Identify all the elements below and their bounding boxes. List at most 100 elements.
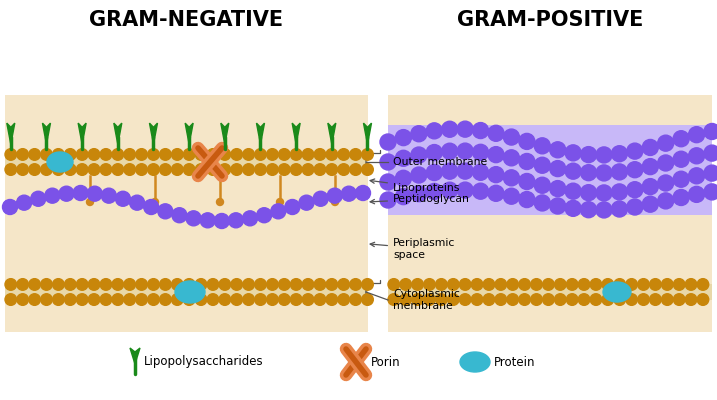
Circle shape (534, 157, 550, 173)
Circle shape (457, 163, 473, 179)
Circle shape (581, 202, 597, 218)
Circle shape (566, 294, 578, 305)
Circle shape (657, 155, 674, 171)
Circle shape (495, 294, 507, 305)
Polygon shape (11, 123, 15, 144)
Circle shape (519, 279, 531, 290)
Polygon shape (118, 123, 122, 144)
Ellipse shape (460, 352, 490, 372)
Circle shape (350, 164, 361, 175)
Circle shape (473, 183, 488, 199)
Circle shape (231, 164, 242, 175)
Circle shape (590, 294, 602, 305)
Circle shape (171, 149, 183, 160)
Circle shape (41, 164, 52, 175)
Circle shape (396, 189, 412, 205)
Circle shape (566, 279, 578, 290)
Circle shape (457, 182, 473, 198)
Circle shape (338, 149, 349, 160)
Circle shape (531, 279, 542, 290)
Circle shape (65, 149, 76, 160)
Circle shape (314, 294, 326, 305)
Circle shape (327, 188, 342, 203)
Circle shape (88, 149, 100, 160)
Circle shape (186, 211, 201, 226)
Circle shape (314, 149, 326, 160)
Circle shape (290, 279, 302, 290)
Circle shape (243, 164, 255, 175)
Circle shape (29, 149, 40, 160)
Polygon shape (130, 348, 140, 364)
Circle shape (697, 294, 708, 305)
Polygon shape (82, 123, 86, 144)
Ellipse shape (603, 282, 631, 302)
Circle shape (519, 294, 531, 305)
Circle shape (130, 195, 145, 210)
Circle shape (2, 200, 17, 214)
Circle shape (52, 294, 64, 305)
Circle shape (278, 164, 290, 175)
Circle shape (76, 164, 88, 175)
Circle shape (488, 167, 504, 183)
Circle shape (148, 279, 159, 290)
Circle shape (219, 294, 231, 305)
Circle shape (267, 279, 278, 290)
Text: Lipoproteins: Lipoproteins (370, 179, 460, 193)
FancyBboxPatch shape (388, 125, 712, 215)
Circle shape (219, 279, 231, 290)
Circle shape (412, 294, 423, 305)
Circle shape (673, 151, 689, 167)
Circle shape (550, 180, 566, 196)
Circle shape (124, 279, 136, 290)
Circle shape (171, 164, 183, 175)
Circle shape (412, 279, 423, 290)
Circle shape (31, 191, 46, 206)
Circle shape (5, 279, 16, 290)
Circle shape (255, 294, 266, 305)
Text: Protein: Protein (494, 356, 536, 368)
Circle shape (627, 199, 643, 215)
Circle shape (88, 294, 100, 305)
Circle shape (143, 200, 158, 214)
Circle shape (112, 164, 123, 175)
Circle shape (195, 294, 206, 305)
Circle shape (136, 279, 148, 290)
Circle shape (87, 198, 93, 206)
Circle shape (503, 150, 519, 166)
Circle shape (519, 192, 535, 208)
Circle shape (184, 294, 195, 305)
Circle shape (314, 164, 326, 175)
Circle shape (88, 164, 100, 175)
Circle shape (338, 164, 349, 175)
Polygon shape (225, 123, 229, 144)
Polygon shape (260, 123, 265, 144)
Circle shape (657, 175, 674, 191)
Circle shape (171, 294, 183, 305)
Circle shape (290, 294, 302, 305)
Circle shape (627, 182, 643, 198)
Text: GRAM-NEGATIVE: GRAM-NEGATIVE (90, 10, 283, 30)
Circle shape (612, 164, 627, 180)
Circle shape (112, 294, 123, 305)
Circle shape (267, 294, 278, 305)
Circle shape (101, 188, 116, 203)
Circle shape (88, 279, 100, 290)
Circle shape (136, 294, 148, 305)
Circle shape (473, 122, 488, 138)
Circle shape (41, 149, 52, 160)
Circle shape (29, 279, 40, 290)
Circle shape (136, 149, 148, 160)
Circle shape (612, 201, 627, 217)
Circle shape (380, 154, 396, 170)
Circle shape (171, 279, 183, 290)
Circle shape (602, 294, 614, 305)
Circle shape (457, 121, 473, 137)
Circle shape (550, 142, 566, 158)
Circle shape (662, 279, 673, 290)
Circle shape (388, 294, 399, 305)
Circle shape (519, 174, 535, 190)
Circle shape (115, 191, 130, 206)
Circle shape (229, 213, 243, 228)
Circle shape (596, 165, 612, 181)
Circle shape (685, 279, 697, 290)
